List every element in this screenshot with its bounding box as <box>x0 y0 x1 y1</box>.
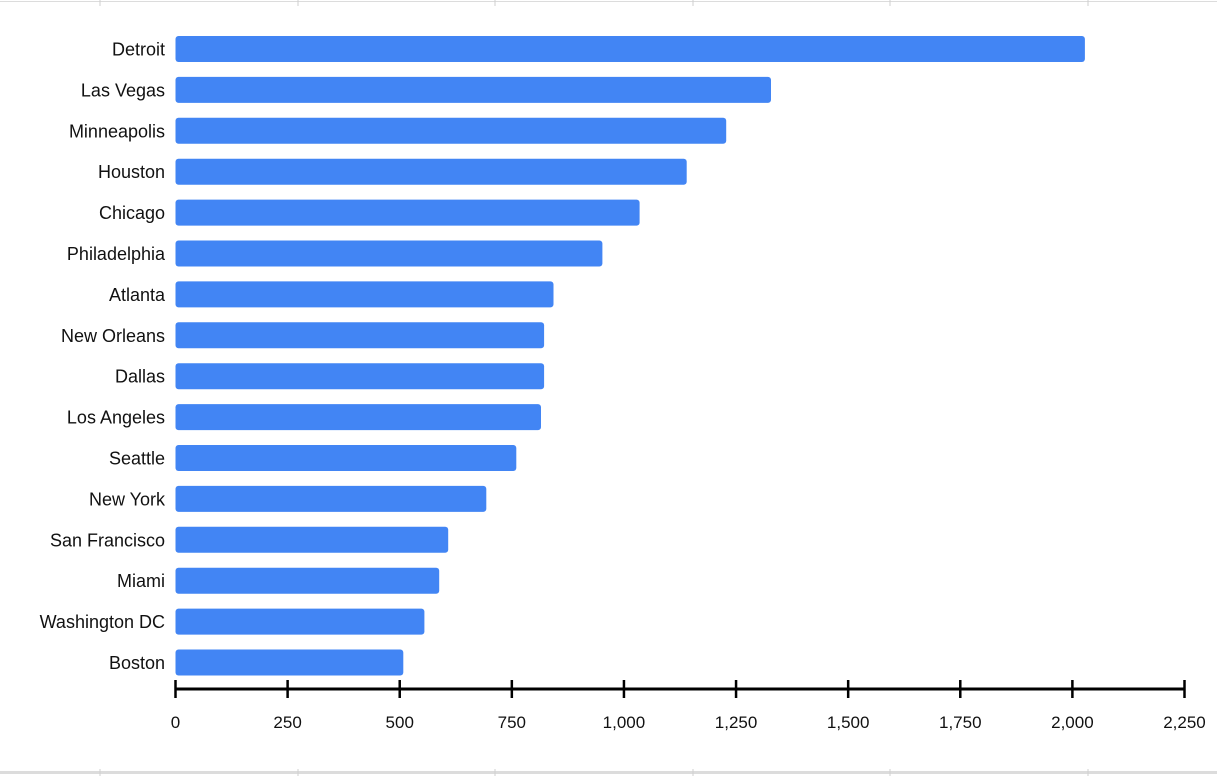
bar <box>175 158 687 185</box>
category-label: Los Angeles <box>67 408 165 428</box>
category-label: Houston <box>98 162 165 182</box>
x-tick-label: 250 <box>273 713 301 732</box>
category-label: Las Vegas <box>81 80 165 100</box>
category-label: Seattle <box>109 449 165 469</box>
category-label: Philadelphia <box>67 244 166 264</box>
x-tick-label: 750 <box>498 713 526 732</box>
bar <box>175 281 554 308</box>
top-border <box>0 0 1217 6</box>
bottom-border <box>0 769 1217 776</box>
category-label: Minneapolis <box>69 121 165 141</box>
x-tick-label: 2,250 <box>1163 713 1206 732</box>
bar <box>175 649 404 676</box>
bar <box>175 363 545 390</box>
bar <box>175 199 640 226</box>
bar <box>175 404 541 431</box>
x-tick-label: 1,250 <box>715 713 758 732</box>
bar <box>175 36 1085 62</box>
category-label: Detroit <box>112 40 165 60</box>
x-tick-label: 1,000 <box>603 713 646 732</box>
category-labels: Detroit Las Vegas Minneapolis Houston Chicag… <box>40 40 166 674</box>
x-tick-label: 2,000 <box>1051 713 1094 732</box>
category-label: New York <box>89 489 166 509</box>
category-label: Dallas <box>115 367 165 387</box>
x-tick-label: 1,750 <box>939 713 982 732</box>
bar <box>175 445 517 471</box>
bars-group <box>175 36 1085 676</box>
x-tick-label: 500 <box>386 713 414 732</box>
bar <box>175 526 449 553</box>
category-label: Atlanta <box>109 285 166 305</box>
category-label: Boston <box>109 653 165 673</box>
bar <box>175 567 440 594</box>
x-tick-label: 1,500 <box>827 713 870 732</box>
category-label: Washington DC <box>40 612 165 632</box>
category-label: New Orleans <box>61 326 165 346</box>
bar <box>175 76 771 103</box>
x-axis: 0 250 500 750 1,000 1,250 1,500 1,750 2,000 2,250 <box>171 680 1206 732</box>
bar <box>175 485 487 512</box>
bar <box>175 117 727 144</box>
category-label: Miami <box>117 571 165 591</box>
category-label: San Francisco <box>50 530 165 550</box>
bar <box>175 608 425 635</box>
bar <box>175 240 603 267</box>
category-label: Chicago <box>99 203 165 223</box>
x-tick-label: 0 <box>171 713 180 732</box>
bar <box>175 322 545 349</box>
